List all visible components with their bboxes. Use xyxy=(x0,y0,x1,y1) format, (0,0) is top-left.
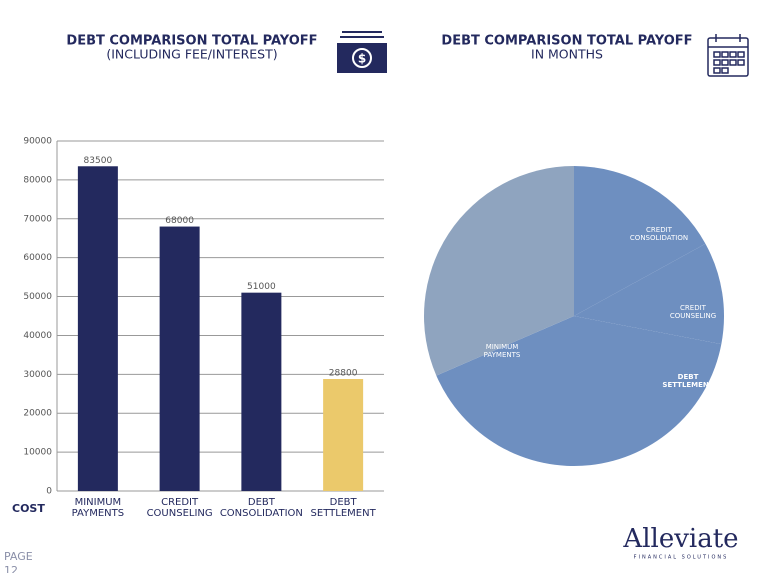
y-tick-label: 40000 xyxy=(23,331,52,341)
pie-slice xyxy=(423,166,574,376)
pie-slice xyxy=(436,316,722,466)
y-tick-label: 60000 xyxy=(23,253,52,263)
y-tick-label: 50000 xyxy=(23,292,52,302)
bar-subtitle: (INCLUDING FEE/INTEREST) xyxy=(106,47,277,62)
x-tick-label: MINIMUM PAYMENTS xyxy=(71,497,125,519)
slice-label: DEBT SETTLEMENT xyxy=(662,373,714,389)
x-tick-label: DEBT SETTLEMENT xyxy=(310,497,376,519)
bar xyxy=(159,226,200,492)
bar xyxy=(77,166,118,491)
value-label: 83500 xyxy=(84,156,113,166)
slice-label: CREDIT COUNSELING xyxy=(669,304,717,320)
logo-tagline: FINANCIAL SOLUTIONS xyxy=(634,555,729,561)
slice-label: MINIMUM PAYMENTS xyxy=(483,343,521,359)
value-label: 51000 xyxy=(247,282,276,292)
bar xyxy=(241,292,282,491)
x-tick-label: CREDIT COUNSELING xyxy=(146,497,213,519)
y-axis-label: COST xyxy=(12,502,45,515)
bar-title: DEBT COMPARISON TOTAL PAYOFF xyxy=(66,34,317,49)
y-tick-label: 30000 xyxy=(23,370,52,380)
pie-slice xyxy=(574,166,706,316)
pie-subtitle: IN MONTHS xyxy=(531,47,603,62)
pie-title: DEBT COMPARISON TOTAL PAYOFF xyxy=(441,34,692,49)
calendar-icon xyxy=(707,34,749,77)
y-tick-label: 0 xyxy=(46,487,52,497)
bar xyxy=(323,379,364,491)
slice-label: CREDIT CONSOLIDATION xyxy=(629,226,689,242)
svg-text:$: $ xyxy=(358,52,366,66)
value-label: 68000 xyxy=(165,216,194,226)
page-label: PAGE xyxy=(4,550,33,563)
pie-slice xyxy=(574,243,724,345)
money-icon: $ xyxy=(337,31,387,73)
logo-name: Alleviate xyxy=(622,524,738,554)
y-tick-label: 80000 xyxy=(23,175,52,185)
page-number: 12 xyxy=(4,564,18,573)
value-label: 28800 xyxy=(329,369,358,379)
y-tick-label: 90000 xyxy=(23,137,52,147)
y-tick-label: 10000 xyxy=(23,448,52,458)
x-tick-label: DEBT CONSOLIDATION xyxy=(219,497,303,519)
y-tick-label: 20000 xyxy=(23,409,52,419)
y-tick-label: 70000 xyxy=(23,214,52,224)
